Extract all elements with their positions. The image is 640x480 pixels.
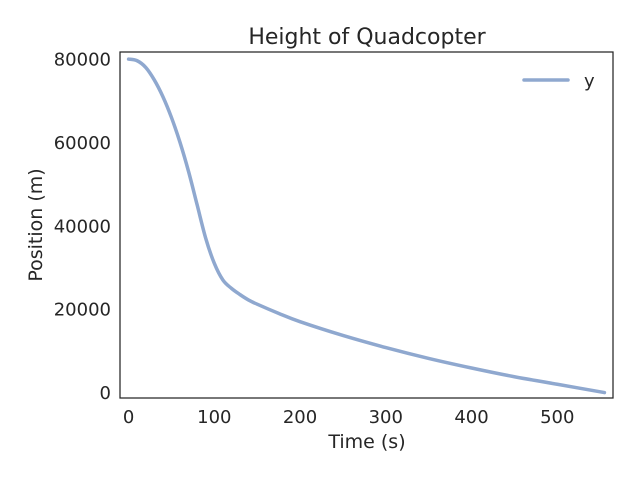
legend-entry-label: y [584, 71, 595, 92]
series-line-y [126, 57, 607, 395]
legend: y [522, 71, 595, 92]
y-axis-label: Position (m) [25, 168, 47, 281]
y-tick-label: 20000 [54, 300, 111, 321]
x-axis-ticks: 0 100 200 300 400 500 [123, 407, 575, 428]
y-axis-ticks: 0 20000 40000 60000 80000 [54, 50, 111, 404]
x-tick-label: 300 [369, 407, 403, 428]
chart-title: Height of Quadcopter [248, 25, 486, 50]
y-tick-label: 40000 [54, 216, 111, 237]
x-tick-label: 100 [197, 407, 231, 428]
y-tick-label: 60000 [54, 133, 111, 154]
plot-area [126, 57, 607, 395]
y-tick-label: 0 [100, 383, 111, 404]
x-axis-label: Time (s) [327, 431, 405, 453]
x-tick-label: 400 [454, 407, 488, 428]
y-tick-label: 80000 [54, 50, 111, 71]
x-tick-label: 500 [540, 407, 574, 428]
plot-frame [119, 51, 614, 399]
x-tick-label: 200 [283, 407, 317, 428]
x-tick-label: 0 [123, 407, 134, 428]
